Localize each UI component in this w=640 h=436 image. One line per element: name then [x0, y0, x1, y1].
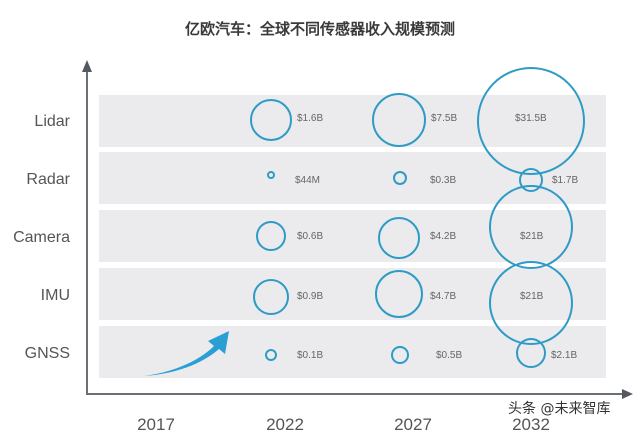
row-band-imu	[99, 268, 606, 320]
watermark: 头条 @未来智库	[508, 401, 611, 417]
bubble-lidar-2032	[477, 67, 585, 175]
value-camera-2032: $21B	[520, 231, 544, 242]
row-label-gnss: GNSS	[24, 345, 70, 362]
row-label-imu: IMU	[40, 287, 70, 304]
value-gnss-2027: $0.5B	[436, 350, 463, 361]
bubble-gnss-2032	[516, 338, 546, 368]
y-axis-arrow-icon	[82, 60, 92, 72]
value-imu-2032: $21B	[520, 291, 544, 302]
x-tick-2027: 2027	[394, 415, 432, 434]
row-label-radar: Radar	[26, 171, 70, 188]
value-imu-2027: $4.7B	[430, 291, 457, 302]
bubble-radar-2022	[267, 171, 275, 179]
value-camera-2027: $4.2B	[430, 231, 457, 242]
bubble-lidar-2027	[372, 93, 426, 147]
value-gnss-2022: $0.1B	[297, 350, 324, 361]
row-band-camera	[99, 210, 606, 262]
bubble-camera-2032	[489, 185, 573, 269]
growth-arrow-icon	[144, 331, 229, 376]
x-tick-2022: 2022	[266, 415, 304, 434]
chart-title: 亿欧汽车：全球不同传感器收入规模预测	[184, 20, 455, 38]
x-axis-arrow-icon	[622, 389, 633, 399]
value-lidar-2032: $31.5B	[515, 113, 547, 124]
x-tick-2032: 2032	[512, 415, 550, 434]
row-band-lidar	[99, 95, 606, 147]
bubble-camera-2027	[378, 217, 420, 259]
value-radar-2022: $44M	[295, 175, 321, 186]
bubble-lidar-2022	[250, 99, 292, 141]
row-label-camera: Camera	[13, 229, 70, 246]
bubble-radar-2027	[393, 171, 407, 185]
bubble-imu-2032	[489, 261, 573, 345]
value-lidar-2022: $1.6B	[297, 113, 324, 124]
bubble-gnss-2027	[391, 346, 409, 364]
value-gnss-2032: $2.1B	[551, 350, 578, 361]
value-lidar-2027: $7.5B	[431, 113, 458, 124]
bubble-imu-2027	[375, 270, 423, 318]
value-radar-2027: $0.3B	[430, 175, 457, 186]
bubble-gnss-2022	[265, 349, 277, 361]
value-radar-2032: $1.7B	[552, 175, 579, 186]
value-imu-2022: $0.9B	[297, 291, 324, 302]
value-camera-2022: $0.6B	[297, 231, 324, 242]
row-label-lidar: Lidar	[34, 113, 70, 130]
row-band-gnss	[99, 326, 606, 378]
bubble-radar-2032	[519, 168, 543, 192]
row-band-radar	[99, 152, 606, 204]
bubble-imu-2022	[253, 279, 289, 315]
bubble-camera-2022	[256, 221, 286, 251]
x-tick-2017: 2017	[137, 415, 175, 434]
